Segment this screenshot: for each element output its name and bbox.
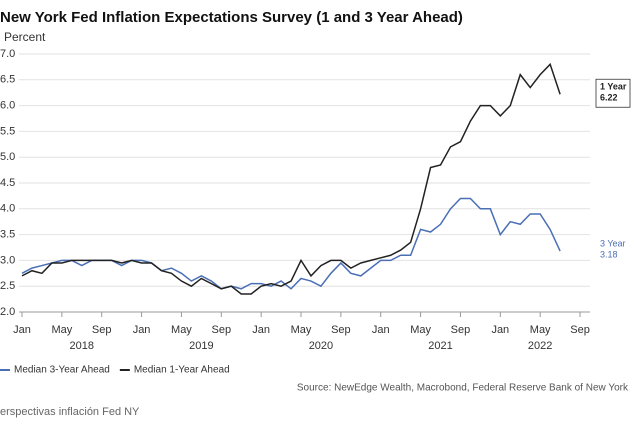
end-label-box	[596, 236, 630, 265]
x-tick-label: May	[171, 324, 192, 336]
x-tick-label: Jan	[252, 324, 270, 336]
y-tick-label: 3.5	[0, 229, 15, 241]
x-tick-label: Sep	[331, 324, 351, 336]
x-tick-label: Sep	[212, 324, 232, 336]
y-tick-label: 5.0	[0, 151, 15, 163]
year-label: 2020	[309, 340, 333, 352]
x-tick-label: Jan	[13, 324, 31, 336]
x-tick-label: Sep	[570, 324, 590, 336]
end-label-name: 3 Year	[600, 238, 626, 248]
source: Source: NewEdge Wealth, Macrobond, Feder…	[297, 383, 629, 394]
year-label: 2022	[528, 340, 552, 352]
x-tick-label: Jan	[372, 324, 390, 336]
x-tick-label: May	[51, 324, 72, 336]
x-tick-label: May	[530, 324, 551, 336]
y-tick-label: 7.0	[0, 48, 15, 60]
x-tick-label: Sep	[451, 324, 471, 336]
legend-label: Median 3-Year Ahead	[14, 365, 110, 376]
y-tick-label: 2.0	[0, 306, 15, 318]
y-tick-label: 6.5	[0, 74, 15, 86]
chart-title: New York Fed Inflation Expectations Surv…	[0, 9, 463, 26]
x-tick-label: May	[410, 324, 431, 336]
legend-label: Median 1-Year Ahead	[134, 365, 230, 376]
end-label-name: 1 Year	[600, 82, 627, 92]
y-tick-label: 6.0	[0, 100, 15, 112]
x-tick-label: Jan	[133, 324, 151, 336]
end-label-box	[595, 78, 631, 108]
y-tick-label: 4.0	[0, 203, 15, 215]
y-tick-label: 4.5	[0, 177, 15, 189]
year-label: 2021	[428, 340, 452, 352]
y-tick-label: 3.0	[0, 254, 15, 266]
line-series	[21, 197, 561, 290]
line-series	[21, 62, 561, 295]
year-label: 2018	[70, 340, 94, 352]
x-tick-label: May	[291, 324, 312, 336]
end-label-value: 6.22	[600, 93, 618, 103]
y-tick-label: 2.5	[0, 280, 15, 292]
year-label: 2019	[189, 340, 213, 352]
y-tick-label: 5.5	[0, 125, 15, 137]
x-tick-label: Sep	[92, 324, 112, 336]
caption: erspectivas inflación Fed NY	[0, 406, 140, 418]
x-tick-label: Jan	[491, 324, 509, 336]
y-axis-label: Percent	[4, 30, 46, 44]
end-label-value: 3.18	[600, 249, 618, 259]
